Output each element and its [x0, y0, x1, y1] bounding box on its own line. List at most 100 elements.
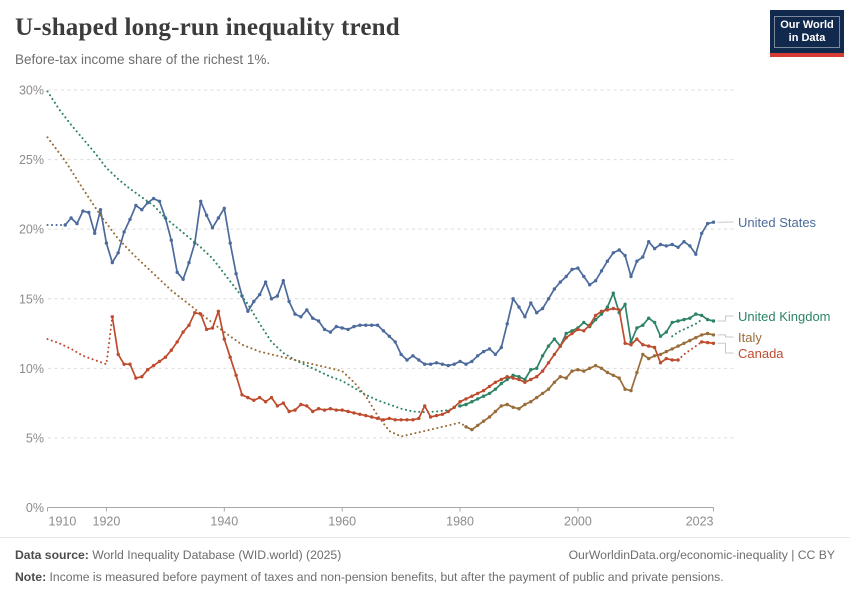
- us-data-point-2011: [641, 255, 645, 259]
- series-label-canada[interactable]: Canada: [738, 346, 784, 361]
- canada-data-point-1943: [240, 393, 244, 397]
- us-data-point-2019: [688, 244, 692, 248]
- us-data-point-1971: [405, 358, 409, 362]
- uk-data-point-2008: [623, 302, 627, 306]
- canada-data-point-1965: [370, 415, 374, 419]
- uk-data-point-1986: [493, 387, 498, 391]
- series-label-us[interactable]: United States: [738, 215, 817, 230]
- canada-data-point-1994: [540, 369, 545, 373]
- canada-data-point-1938: [210, 326, 215, 330]
- italy-data-point-1997: [558, 375, 562, 379]
- canada-data-point-1969: [393, 418, 397, 422]
- canada-data-point-1997: [558, 344, 562, 348]
- italy-data-point-1991: [523, 402, 527, 407]
- canada-data-point-2001: [582, 329, 586, 333]
- us-data-point-2012: [647, 240, 651, 244]
- uk-data-point-1988: [505, 377, 509, 382]
- canada-data-point-2003: [593, 313, 598, 318]
- us-data-point-1931: [169, 238, 173, 242]
- uk-data-point-2016: [670, 320, 674, 325]
- line-chart-canvas: 0% 5% 10% 15% 20% 25% 30% 1910 1920 1940 1960 1980 2…: [19, 84, 737, 529]
- canada-data-point-1956: [316, 407, 321, 411]
- us-line-segment-1: [64, 197, 714, 367]
- uk-data-point-1985: [487, 391, 492, 396]
- us-data-point-1995: [546, 297, 551, 301]
- canada-data-point-1947: [263, 400, 268, 404]
- us-data-point-1951: [287, 299, 291, 304]
- us-data-point-1934: [187, 260, 191, 265]
- uk-data-point-2010: [635, 326, 639, 330]
- canada-data-point-1925: [134, 376, 138, 380]
- us-data-point-1915: [75, 221, 79, 226]
- italy-data-point-2019: [688, 338, 692, 343]
- canada-data-point-1974: [423, 404, 427, 408]
- canada-data-point-1942: [234, 373, 238, 377]
- us-data-point-1970: [399, 352, 403, 357]
- us-data-point-2007: [617, 248, 621, 252]
- us-data-point-2016: [670, 242, 674, 247]
- canada-data-point-1953: [299, 402, 303, 407]
- y-axis-label-30: 30%: [19, 84, 44, 98]
- canada-data-point-1993: [535, 375, 539, 379]
- note-text: Income is measured before payment of tax…: [46, 570, 724, 584]
- italy-data-point-1988: [505, 402, 509, 407]
- canada-data-point-1926: [140, 375, 144, 379]
- italy-data-point-1984: [481, 419, 486, 423]
- canada-data-point-1944: [246, 395, 250, 400]
- canada-data-point-1954: [305, 404, 309, 408]
- italy-data-point-2005: [605, 370, 610, 375]
- uk-data-point-1992: [529, 368, 533, 372]
- us-data-point-1939: [216, 216, 221, 220]
- series-label-uk[interactable]: United Kingdom: [738, 309, 831, 324]
- us-data-point-1964: [364, 323, 368, 327]
- us-data-point-1972: [411, 354, 415, 358]
- us-data-point-1936: [199, 199, 203, 203]
- canada-data-point-1960: [340, 408, 344, 412]
- uk-line-segment-0: [46, 90, 462, 414]
- note-line: Note: Income is measured before payment …: [15, 570, 724, 584]
- us-data-point-2002: [588, 283, 592, 287]
- canada-data-point-1939: [216, 309, 221, 313]
- us-data-point-1958: [328, 330, 333, 334]
- us-data-point-1967: [381, 329, 386, 333]
- us-data-point-2020: [694, 252, 698, 256]
- owid-link[interactable]: OurWorldinData.org/economic-inequality |…: [568, 548, 835, 562]
- canada-data-point-1948: [269, 395, 274, 400]
- uk-data-point-2004: [599, 312, 604, 316]
- canada-data-point-1980: [458, 400, 462, 404]
- us-data-point-1942: [234, 272, 238, 276]
- canada-data-point-1955: [311, 409, 315, 414]
- uk-data-point-1991: [523, 377, 527, 382]
- uk-data-point-1981: [464, 402, 468, 407]
- y-axis-label-15: 15%: [19, 292, 44, 306]
- us-data-point-1940: [222, 206, 226, 210]
- canada-data-point-2006: [611, 306, 615, 311]
- canada-data-point-1923: [122, 362, 126, 366]
- us-data-point-1975: [428, 362, 433, 366]
- uk-data-point-1995: [546, 344, 551, 348]
- canada-data-point-1999: [570, 331, 574, 336]
- uk-data-point-2011: [641, 323, 645, 327]
- us-data-point-2009: [629, 274, 633, 279]
- series-label-italy[interactable]: Italy: [738, 330, 762, 345]
- us-data-point-1956: [316, 319, 321, 323]
- us-data-point-2003: [593, 279, 598, 283]
- us-data-point-2000: [576, 266, 580, 270]
- x-axis-label-1920: 1920: [93, 515, 121, 529]
- canada-data-point-1976: [434, 413, 439, 418]
- x-axis-label-2000: 2000: [564, 515, 592, 529]
- us-data-point-1918: [93, 231, 97, 235]
- canada-data-point-1970: [399, 418, 403, 422]
- us-data-point-1923: [122, 230, 126, 234]
- canada-data-point-1957: [322, 408, 327, 412]
- owid-logo-text: Our World in Data: [774, 15, 840, 48]
- us-data-point-2006: [611, 251, 615, 255]
- us-data-point-1944: [246, 309, 250, 313]
- uk-data-point-1994: [540, 354, 545, 358]
- italy-data-point-1981: [464, 425, 468, 429]
- us-data-point-1993: [535, 311, 539, 315]
- owid-logo[interactable]: Our World in Data: [770, 10, 844, 57]
- italy-data-point-1994: [540, 391, 545, 396]
- us-data-point-1924: [128, 217, 132, 222]
